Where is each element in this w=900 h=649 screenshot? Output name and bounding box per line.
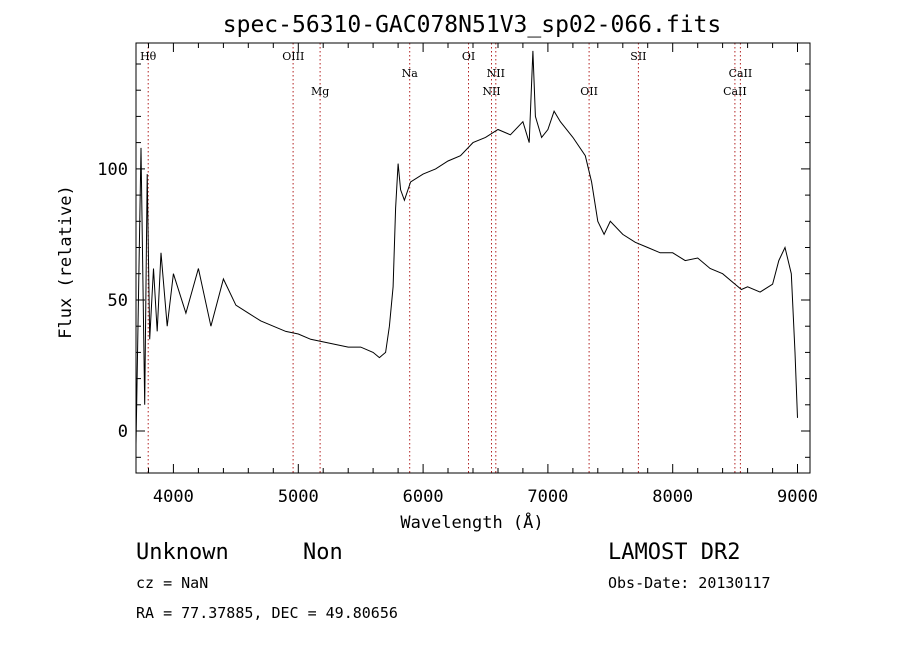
line-label: OIII — [282, 50, 304, 63]
y-axis-label: Flux (relative) — [56, 185, 76, 339]
y-tick-label: 50 — [108, 291, 128, 311]
x-tick-label: 5000 — [278, 487, 319, 507]
flux-line — [135, 50, 798, 445]
obs-date: Obs-Date: 20130117 — [608, 574, 771, 592]
x-tick-label: 4000 — [153, 487, 194, 507]
line-label: Na — [402, 67, 419, 80]
line-label: NII — [482, 85, 500, 98]
emission-line-markers — [147, 43, 741, 473]
survey-name: LAMOST DR2 — [608, 540, 740, 565]
flux-series — [135, 50, 798, 445]
y-tick-label: 100 — [97, 160, 128, 180]
x-axis: 4000 5000 6000 7000 8000 9000 — [148, 43, 818, 507]
line-label: OI — [462, 50, 475, 63]
y-axis: 0 50 100 — [97, 63, 810, 458]
line-label: CaII — [729, 67, 753, 80]
line-label: Mg — [311, 85, 329, 98]
line-label: OII — [580, 85, 598, 98]
object-subclass: Non — [303, 540, 343, 565]
line-label: SII — [630, 50, 646, 63]
object-class: Unknown — [136, 540, 229, 565]
cz-value: cz = NaN — [136, 574, 208, 592]
x-tick-label: 9000 — [777, 487, 818, 507]
line-label: Hθ — [140, 50, 157, 63]
chart-title: spec-56310-GAC078N51V3_sp02-066.fits — [223, 12, 722, 38]
x-axis-label: Wavelength (Å) — [400, 511, 543, 533]
line-labels: Hθ OIII Mg Na OI NII NII OII SII CaII CaII — [140, 50, 752, 98]
line-label: NII — [487, 67, 505, 80]
x-tick-label: 7000 — [527, 487, 568, 507]
y-tick-label: 0 — [118, 422, 128, 442]
x-tick-label: 8000 — [652, 487, 693, 507]
coordinates: RA = 77.37885, DEC = 49.80656 — [136, 604, 398, 622]
x-tick-label: 6000 — [403, 487, 444, 507]
line-label: CaII — [723, 85, 747, 98]
plot-frame — [135, 42, 811, 474]
